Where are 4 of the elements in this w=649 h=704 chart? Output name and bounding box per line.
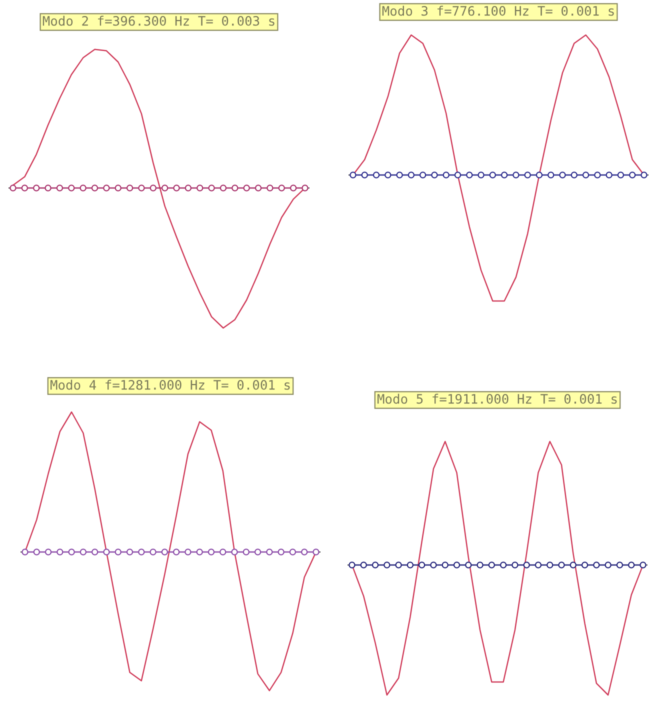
chart-title: Modo 2 f=396.300 Hz T= 0.003 s — [42, 16, 274, 26]
chart-title: Modo 4 f=1281.000 Hz T= 0.001 s — [50, 380, 290, 390]
chart-title: Modo 3 f=776.100 Hz T= 0.001 s — [382, 6, 614, 16]
chart-title: Modo 5 f=1911.000 Hz T= 0.001 s — [378, 394, 617, 404]
